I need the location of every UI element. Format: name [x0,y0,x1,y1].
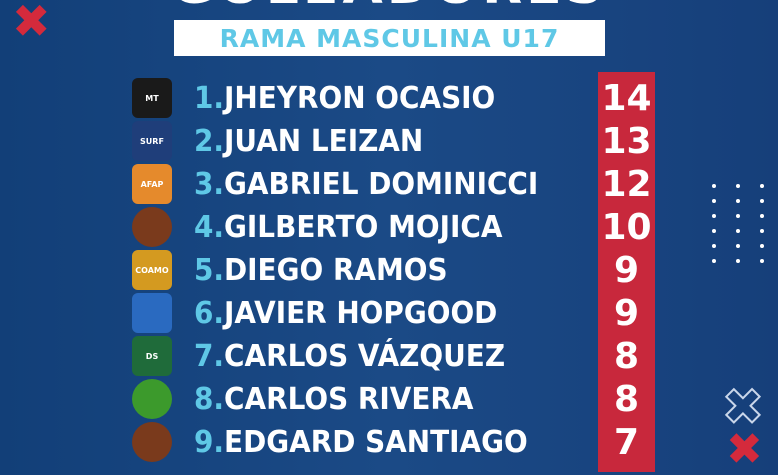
player-name-text: GILBERTO MOJICA [224,210,503,245]
scorer-row: SURF 2.JUAN LEIZAN 13 [128,120,668,162]
rank: 9. [194,425,225,460]
rank: 2. [194,124,225,159]
goals-column [598,72,655,472]
team-logo-icon [132,422,172,462]
player-name: 9.EDGARD SANTIAGO [194,423,528,463]
player-name: 4.GILBERTO MOJICA [194,208,502,248]
team-logo-icon: SURF [132,121,172,161]
player-name-text: CARLOS VÁZQUEZ [224,339,506,374]
rank: 6. [194,296,225,331]
team-logo-icon: MT [132,78,172,118]
player-name-text: DIEGO RAMOS [224,253,448,288]
rank: 7. [194,339,225,374]
team-logo-icon: COAMO [132,250,172,290]
player-name: 6.JAVIER HOPGOOD [194,294,497,334]
player-name: 2.JUAN LEIZAN [194,122,423,162]
player-name-text: JUAN LEIZAN [224,124,424,159]
category-subtitle: RAMA MASCULINA U17 [174,20,605,56]
outline-x-decoration-icon: ✖ [721,378,765,436]
player-name: 3.GABRIEL DOMINICCI [194,165,538,205]
team-logo-icon [132,293,172,333]
team-logo-icon: AFAP [132,164,172,204]
team-logo-icon [132,207,172,247]
goals-count: 14 [601,78,652,119]
player-name-text: JAVIER HOPGOOD [224,296,498,331]
scorer-row: 6.JAVIER HOPGOOD 9 [128,292,668,334]
rank: 5. [194,253,225,288]
scorer-row: AFAP 3.GABRIEL DOMINICCI 12 [128,163,668,205]
scorer-row: 4.GILBERTO MOJICA 10 [128,206,668,248]
goals-count: 8 [613,336,640,377]
rank: 4. [194,210,225,245]
scorer-row: 8.CARLOS RIVERA 8 [128,378,668,420]
goals-count: 9 [613,293,640,334]
player-name-text: JHEYRON OCASIO [224,81,496,116]
rank: 1. [194,81,225,116]
scorer-row: DS 7.CARLOS VÁZQUEZ 8 [128,335,668,377]
team-logo-icon: DS [132,336,172,376]
goals-count: 9 [613,250,640,291]
rank: 3. [194,167,225,202]
team-logo-icon [132,379,172,419]
page-title: GOLEADORES [0,0,778,16]
player-name-text: GABRIEL DOMINICCI [224,167,539,202]
player-name: 1.JHEYRON OCASIO [194,79,495,119]
goals-count: 12 [601,164,652,205]
red-x-decoration-icon: ✖ [726,424,763,475]
goals-count: 7 [613,422,640,463]
player-name: 5.DIEGO RAMOS [194,251,448,291]
dot-grid-decoration [712,184,772,263]
scorer-row: 9.EDGARD SANTIAGO 7 [128,421,668,463]
scorer-row: COAMO 5.DIEGO RAMOS 9 [128,249,668,291]
goals-count: 8 [613,379,640,420]
player-name-text: EDGARD SANTIAGO [224,425,528,460]
player-name: 8.CARLOS RIVERA [194,380,473,420]
player-name-text: CARLOS RIVERA [224,382,474,417]
goals-count: 10 [601,207,652,248]
scorer-row: MT 1.JHEYRON OCASIO 14 [128,77,668,119]
goals-count: 13 [601,121,652,162]
red-x-decoration-icon: ✖ [12,0,51,48]
player-name: 7.CARLOS VÁZQUEZ [194,337,505,377]
rank: 8. [194,382,225,417]
